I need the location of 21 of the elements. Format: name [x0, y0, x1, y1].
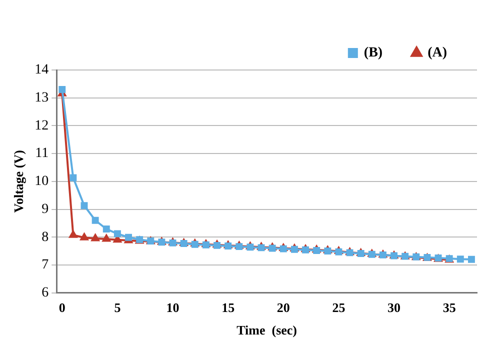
x-tick-label: 5 — [114, 300, 122, 315]
x-tick-label: 10 — [166, 300, 180, 315]
legend-label: (A) — [428, 46, 448, 61]
x-tick-label: 20 — [276, 300, 290, 315]
y-tick-label: 13 — [34, 90, 49, 106]
y-tick-label: 9 — [42, 202, 49, 217]
x-tick-label: 25 — [332, 300, 346, 315]
x-tick-label: 0 — [58, 300, 66, 315]
x-tick-label: 30 — [388, 300, 401, 315]
y-tick-label: 12 — [34, 118, 49, 134]
y-tick-label: 10 — [34, 174, 49, 190]
legend-label: (B) — [364, 46, 383, 61]
x-axis-title: Time (sec) — [236, 322, 298, 338]
x-tick-label: 15 — [222, 300, 236, 315]
x-tick-label: 35 — [442, 300, 456, 315]
y-tick-label: 8 — [42, 230, 49, 245]
y-tick-label: 7 — [42, 258, 49, 273]
y-tick-label: 11 — [35, 146, 49, 162]
y-tick-label: 6 — [42, 285, 49, 300]
y-tick-label: 14 — [34, 62, 49, 78]
y-axis-title: Voltage (V) — [11, 150, 26, 213]
